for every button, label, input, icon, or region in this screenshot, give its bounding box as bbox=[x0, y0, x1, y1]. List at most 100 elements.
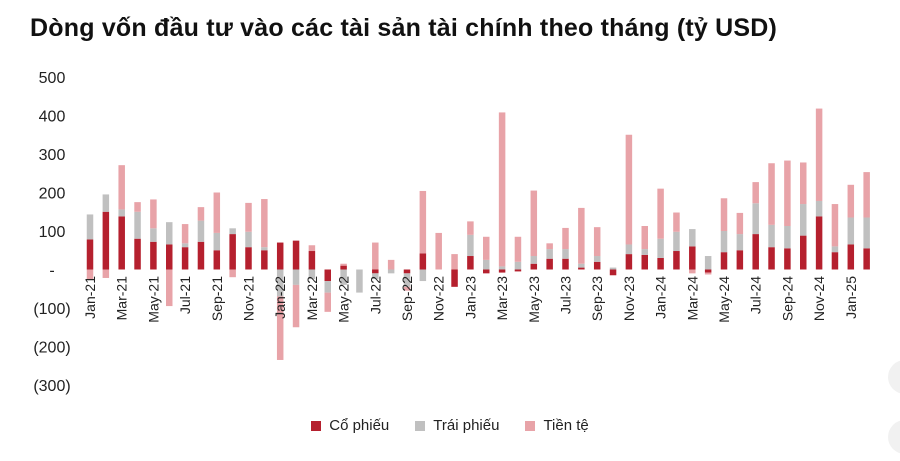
bar-segment-cash bbox=[720, 198, 728, 231]
bar-segment-stocks bbox=[514, 269, 522, 272]
bar-segment-cash bbox=[372, 242, 379, 270]
bar-segment-stocks bbox=[863, 248, 870, 270]
legend-label-cash: Tiền tệ bbox=[543, 417, 589, 434]
y-axis: 500 400 300 200 100 - (100) (200) (300) bbox=[33, 70, 70, 395]
bar-segment-cash bbox=[514, 236, 522, 262]
bar-segment-stocks bbox=[673, 251, 680, 270]
bar-segment-stocks bbox=[498, 269, 506, 273]
bar-segment-bonds bbox=[498, 266, 506, 270]
legend: Cổ phiếu Trái phiếu Tiền tệ bbox=[0, 417, 900, 434]
legend-item-cash: Tiền tệ bbox=[525, 417, 589, 434]
bar-segment-bonds bbox=[578, 263, 585, 268]
bar-segment-bonds bbox=[704, 256, 712, 270]
bar-segment-bonds bbox=[213, 232, 221, 251]
bar-segment-bonds bbox=[261, 247, 268, 251]
legend-item-stocks: Cổ phiếu bbox=[311, 417, 389, 434]
x-tick-label: Jul-23 bbox=[558, 276, 574, 314]
legend-swatch-bonds bbox=[415, 420, 426, 431]
bar-segment-bonds bbox=[372, 273, 379, 280]
x-tick-label: Jan-23 bbox=[462, 276, 478, 319]
bar-segment-bonds bbox=[150, 228, 157, 242]
bar-segment-bonds bbox=[689, 229, 696, 247]
bar-segment-bonds bbox=[736, 234, 744, 251]
bar-segment-bonds bbox=[276, 269, 284, 297]
bar-segment-stocks bbox=[324, 269, 331, 282]
bar-segment-bonds bbox=[657, 238, 664, 258]
x-tick-label: Jan-25 bbox=[843, 276, 859, 319]
x-tick-label: Nov-23 bbox=[621, 276, 637, 321]
bar-segment-stocks bbox=[308, 251, 316, 270]
bar-segment-bonds bbox=[768, 224, 775, 248]
bar-segment-stocks bbox=[625, 254, 633, 270]
bar-segment-cash bbox=[815, 108, 823, 201]
x-tick-label: Jan-22 bbox=[272, 276, 288, 319]
bar-segment-cash bbox=[641, 226, 648, 250]
bar-segment-cash bbox=[340, 263, 347, 266]
bar-segment-stocks bbox=[720, 252, 728, 270]
bar-segment-bonds bbox=[863, 217, 870, 249]
bar-segment-bonds bbox=[245, 231, 252, 248]
bar-segment-cash bbox=[768, 163, 775, 225]
bar-segment-cash bbox=[403, 286, 411, 291]
legend-label-bonds: Trái phiếu bbox=[433, 417, 500, 434]
bar-segment-cash bbox=[625, 134, 633, 245]
bar-segment-cash bbox=[689, 269, 696, 274]
x-tick-label: Sep-22 bbox=[399, 276, 415, 321]
bar-segment-bonds bbox=[546, 249, 553, 259]
bar-segment-stocks bbox=[340, 265, 347, 270]
bar-segment-bonds bbox=[467, 234, 474, 257]
bar-segment-bonds bbox=[166, 222, 173, 245]
bar-segment-cash bbox=[784, 160, 791, 226]
bar-segment-stocks bbox=[403, 269, 411, 274]
bar-segment-stocks bbox=[292, 240, 300, 270]
legend-swatch-stocks bbox=[311, 420, 322, 431]
chart-title: Dòng vốn đầu tư vào các tài sản tài chín… bbox=[30, 14, 778, 42]
bar-segment-cash bbox=[863, 172, 870, 218]
bar-segment-stocks bbox=[784, 248, 791, 270]
bar-segment-stocks bbox=[451, 269, 458, 287]
bar-segment-stocks bbox=[847, 244, 855, 270]
bar-segment-bonds bbox=[800, 204, 807, 236]
bar-segment-stocks bbox=[609, 269, 617, 276]
bar-segment-bonds bbox=[641, 249, 648, 255]
bar-segment-stocks bbox=[261, 250, 268, 270]
bar-segment-cash bbox=[752, 182, 759, 204]
bar-segment-bonds bbox=[831, 246, 839, 253]
x-tick-label: Jul-21 bbox=[177, 276, 193, 314]
bar-segment-cash bbox=[213, 192, 221, 233]
bar-segment-cash bbox=[593, 227, 601, 257]
bar-segment-cash bbox=[736, 212, 744, 235]
bar-segment-cash bbox=[150, 199, 157, 229]
bar-segment-cash bbox=[292, 284, 300, 328]
y-tick-label: (200) bbox=[33, 340, 70, 357]
bar-segment-bonds bbox=[593, 256, 601, 262]
bar-segment-cash bbox=[86, 269, 94, 280]
bar-segment-bonds bbox=[229, 228, 236, 235]
bar-segment-bonds bbox=[530, 256, 538, 264]
x-tick-label: May-22 bbox=[336, 276, 352, 323]
bar-segment-stocks bbox=[657, 257, 664, 270]
bar-segment-stocks bbox=[276, 242, 284, 270]
bar-segment-stocks bbox=[593, 261, 601, 270]
bar-segment-stocks bbox=[181, 247, 189, 270]
bar-segment-bonds bbox=[292, 269, 300, 285]
bar-segment-stocks bbox=[768, 247, 775, 270]
x-tick-label: Mar-24 bbox=[684, 276, 700, 321]
bar-segment-stocks bbox=[118, 216, 125, 270]
bar-segment-cash bbox=[229, 269, 236, 278]
bar-segment-bonds bbox=[419, 269, 427, 282]
bar-segment-cash bbox=[451, 254, 458, 270]
bar-segment-cash bbox=[483, 236, 490, 260]
x-tick-label: Sep-23 bbox=[589, 276, 605, 321]
legend-item-bonds: Trái phiếu bbox=[415, 417, 499, 434]
bar-segment-cash bbox=[800, 162, 807, 205]
bar-segment-stocks bbox=[800, 235, 807, 270]
bar-segment-cash bbox=[498, 112, 506, 267]
bar-segment-bonds bbox=[815, 200, 823, 217]
bar-segment-cash bbox=[324, 292, 331, 312]
y-tick-label: (300) bbox=[33, 378, 70, 395]
bar-segment-bonds bbox=[197, 220, 205, 242]
bar-segment-cash bbox=[118, 165, 125, 210]
bar-segment-bonds bbox=[752, 203, 759, 235]
